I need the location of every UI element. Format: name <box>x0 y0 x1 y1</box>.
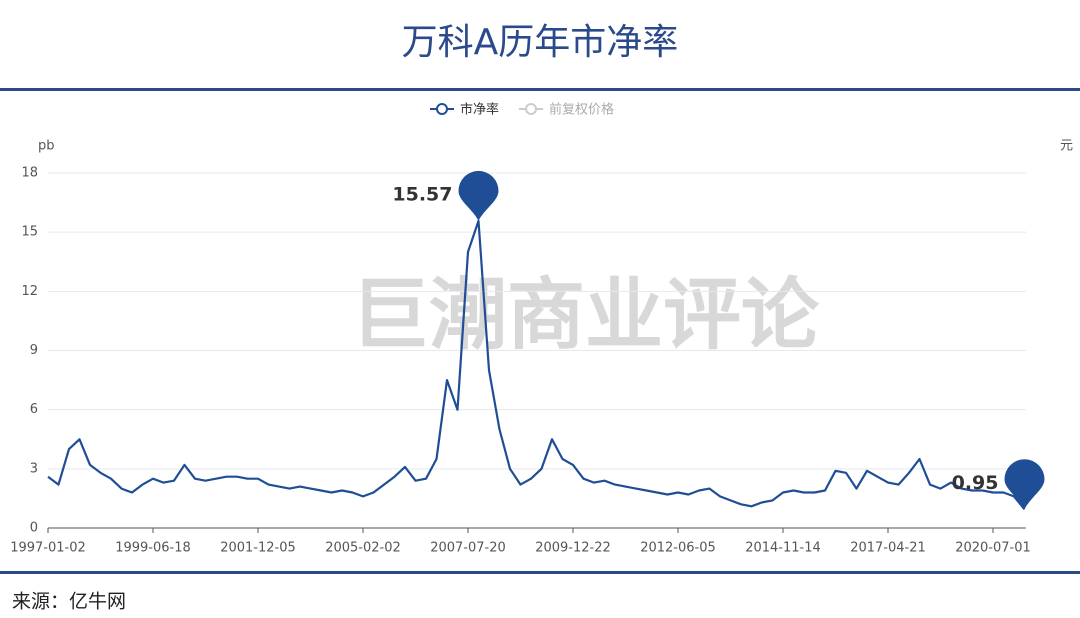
series-line <box>47 219 1026 510</box>
x-tick-label: 2005-02-02 <box>325 541 401 556</box>
pin-label: 15.57 <box>392 183 452 205</box>
y-tick-label: 3 <box>30 461 38 476</box>
y-tick-label: 18 <box>21 166 38 181</box>
x-tick-label: 2017-04-21 <box>850 541 926 556</box>
pin-label: 0.95 <box>952 472 999 494</box>
x-tick-label: 2001-12-05 <box>220 541 296 556</box>
x-tick-label: 2014-11-14 <box>745 541 821 556</box>
chart-title: 万科A历年市净率 <box>402 22 679 63</box>
source: 来源：亿牛网 <box>12 591 126 613</box>
y-tick-label: 0 <box>30 521 38 536</box>
y-tick-label: 15 <box>21 225 38 240</box>
x-tick-label: 1997-01-02 <box>10 541 86 556</box>
pin <box>1004 459 1045 510</box>
x-tick-label: 2009-12-22 <box>535 541 611 556</box>
y-axis-label: pb <box>38 139 55 154</box>
top-rule <box>0 88 1080 91</box>
legend-label: 市净率 <box>460 102 499 118</box>
y2-axis-label: 元 <box>1060 139 1073 154</box>
legend-marker <box>525 103 538 115</box>
legend-marker <box>436 103 448 115</box>
bottom-rule <box>0 571 1080 574</box>
y-tick-label: 12 <box>21 284 38 299</box>
x-tick-label: 2007-07-20 <box>430 541 506 556</box>
legend-label: 前复权价格 <box>549 102 614 118</box>
pin <box>458 170 499 221</box>
x-tick-label: 2020-07-01 <box>955 541 1031 556</box>
y-tick-label: 9 <box>30 343 38 358</box>
x-tick-label: 1999-06-18 <box>115 541 191 556</box>
x-tick-label: 2012-06-05 <box>640 541 716 556</box>
watermark: 巨潮商业评论 <box>351 270 820 360</box>
y-tick-label: 6 <box>30 402 38 417</box>
